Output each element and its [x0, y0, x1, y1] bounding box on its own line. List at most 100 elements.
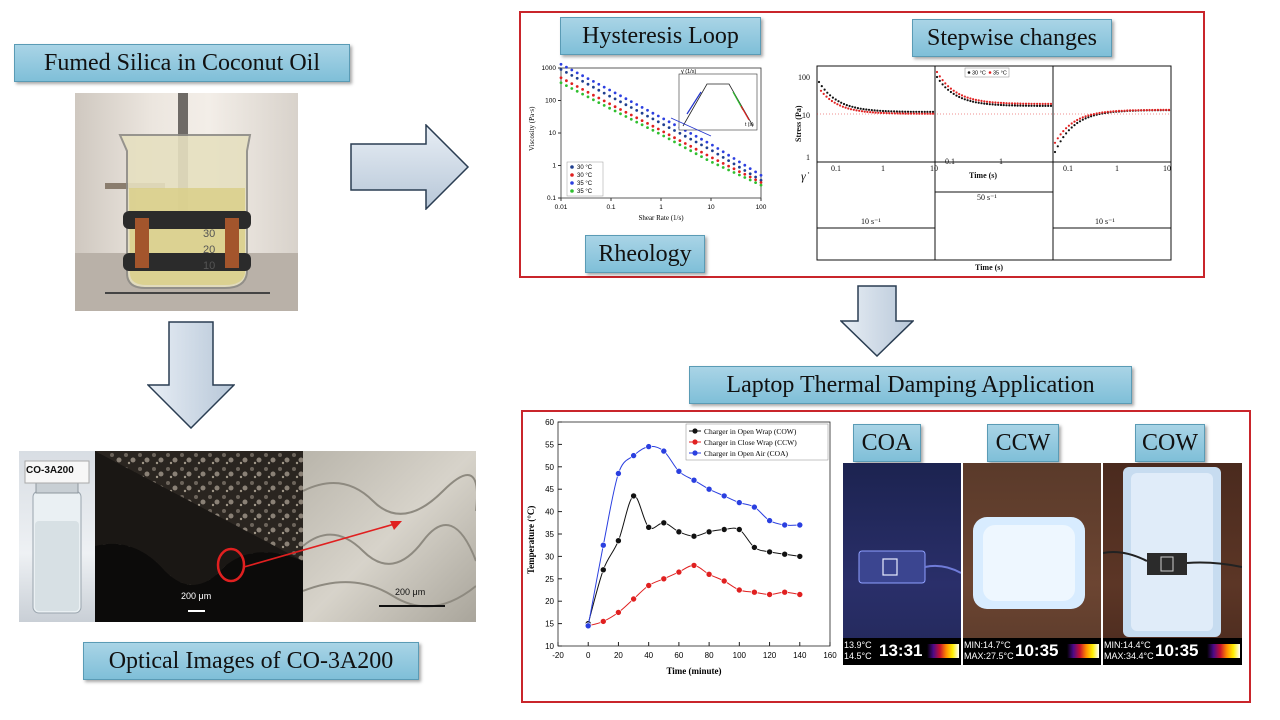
temp-ytick-label: 25	[545, 575, 554, 584]
stress-point	[1098, 111, 1101, 115]
stress-point	[935, 75, 939, 79]
visc-point	[624, 97, 628, 101]
stress-point	[841, 105, 844, 108]
visc-point	[597, 101, 601, 104]
visc-legend-label: 30 °C	[577, 165, 593, 171]
visc-point	[597, 82, 601, 86]
stress-point	[844, 106, 847, 109]
visc-point	[743, 176, 747, 179]
stress-point	[994, 103, 997, 106]
visc-point	[711, 156, 714, 160]
stress-point	[974, 101, 977, 104]
temp-legend-label: Charger in Close Wrap (CCW)	[704, 438, 797, 447]
temp-point	[630, 595, 637, 603]
visc-point	[716, 152, 720, 156]
visc-point	[721, 166, 725, 169]
cow-label: COW	[1135, 424, 1205, 462]
visc-ytick-label: 0.1	[547, 195, 556, 202]
visc-point	[613, 109, 617, 113]
hysteresis-inset-box	[678, 73, 758, 131]
stress-point	[926, 110, 929, 113]
stress-point	[988, 103, 991, 106]
stress-point	[849, 108, 853, 111]
step-xtick-10-a: 10	[930, 164, 938, 173]
stress-point	[1087, 116, 1090, 119]
visc-point	[602, 91, 606, 95]
visc-legend-marker	[570, 189, 574, 193]
stress-point	[817, 80, 821, 84]
gamma-dot-symbol: γ̇	[801, 169, 810, 183]
stress-point	[851, 105, 854, 108]
visc-point	[721, 150, 725, 154]
temp-xtick-label: 0	[586, 651, 591, 660]
visc-point	[732, 162, 736, 166]
stress-point	[1062, 136, 1065, 139]
stress-point	[958, 95, 961, 99]
temp-point	[630, 492, 637, 500]
visc-point	[586, 82, 590, 86]
temp-point	[766, 517, 773, 524]
hysteresis-inset-ylabel: γ̇ (1/s)	[681, 69, 696, 75]
visc-point	[732, 157, 736, 160]
visc-point	[602, 104, 606, 107]
temp-ytick-label: 45	[545, 485, 554, 494]
stress-point	[837, 100, 840, 103]
stress-point	[915, 112, 918, 115]
stress-point	[1131, 109, 1134, 112]
stress-point	[999, 101, 1003, 104]
hysteresis-ramp-down-red	[740, 105, 750, 121]
stepwise-label: Stepwise changes	[912, 19, 1112, 57]
temp-point	[600, 541, 607, 549]
stepwise-legend-marker	[988, 71, 992, 74]
stress-point	[912, 110, 915, 113]
temp-series	[584, 562, 804, 630]
temp-legend-marker	[692, 428, 698, 434]
stress-point	[1013, 104, 1016, 107]
stress-point	[847, 107, 850, 110]
visc-point	[716, 159, 720, 162]
visc-point	[748, 167, 752, 170]
stress-point	[831, 96, 834, 99]
rheology-label: Rheology	[585, 235, 705, 273]
stress-point	[1081, 118, 1084, 121]
temp-xtick-label: 80	[705, 651, 714, 660]
visc-point	[727, 159, 730, 162]
visc-point	[646, 108, 649, 112]
stress-point	[845, 104, 848, 107]
visc-point	[619, 108, 622, 111]
stress-point	[1165, 108, 1168, 111]
stress-point	[871, 111, 874, 114]
stress-point	[1038, 104, 1041, 107]
visc-point	[683, 146, 687, 150]
cow-max: MAX:34.4°C	[1104, 651, 1154, 661]
stress-point	[858, 109, 861, 112]
visc-ytick-label: 10	[549, 130, 557, 137]
visc-series	[559, 76, 763, 184]
temp-point	[645, 524, 652, 531]
stress-point	[1005, 102, 1008, 105]
visc-xtick-label: 10	[707, 204, 715, 211]
vial-label: CO-3A200	[26, 465, 74, 476]
visc-point	[743, 163, 747, 167]
stress-point	[901, 112, 905, 115]
stress-point	[969, 99, 972, 103]
visc-point	[629, 100, 633, 103]
temp-point	[615, 609, 622, 616]
stress-point	[1076, 118, 1079, 122]
temp-point	[736, 499, 743, 506]
temp-xtick-label: 120	[763, 651, 777, 660]
stress-point	[1109, 110, 1112, 113]
stress-point	[926, 112, 929, 115]
temp-xtick-label: 40	[644, 651, 653, 660]
stress-point	[1087, 114, 1090, 117]
visc-point	[727, 168, 730, 172]
step-xlabel: Time (s)	[969, 171, 997, 180]
stress-point	[931, 110, 935, 113]
temp-xtick-label: 160	[823, 651, 837, 660]
step-xtick-10-c: 10	[1163, 164, 1171, 173]
stress-point	[904, 110, 907, 113]
stress-point	[1115, 110, 1118, 113]
visc-point	[635, 116, 639, 120]
stress-point	[1016, 104, 1019, 107]
temp-legend-box	[685, 423, 829, 461]
